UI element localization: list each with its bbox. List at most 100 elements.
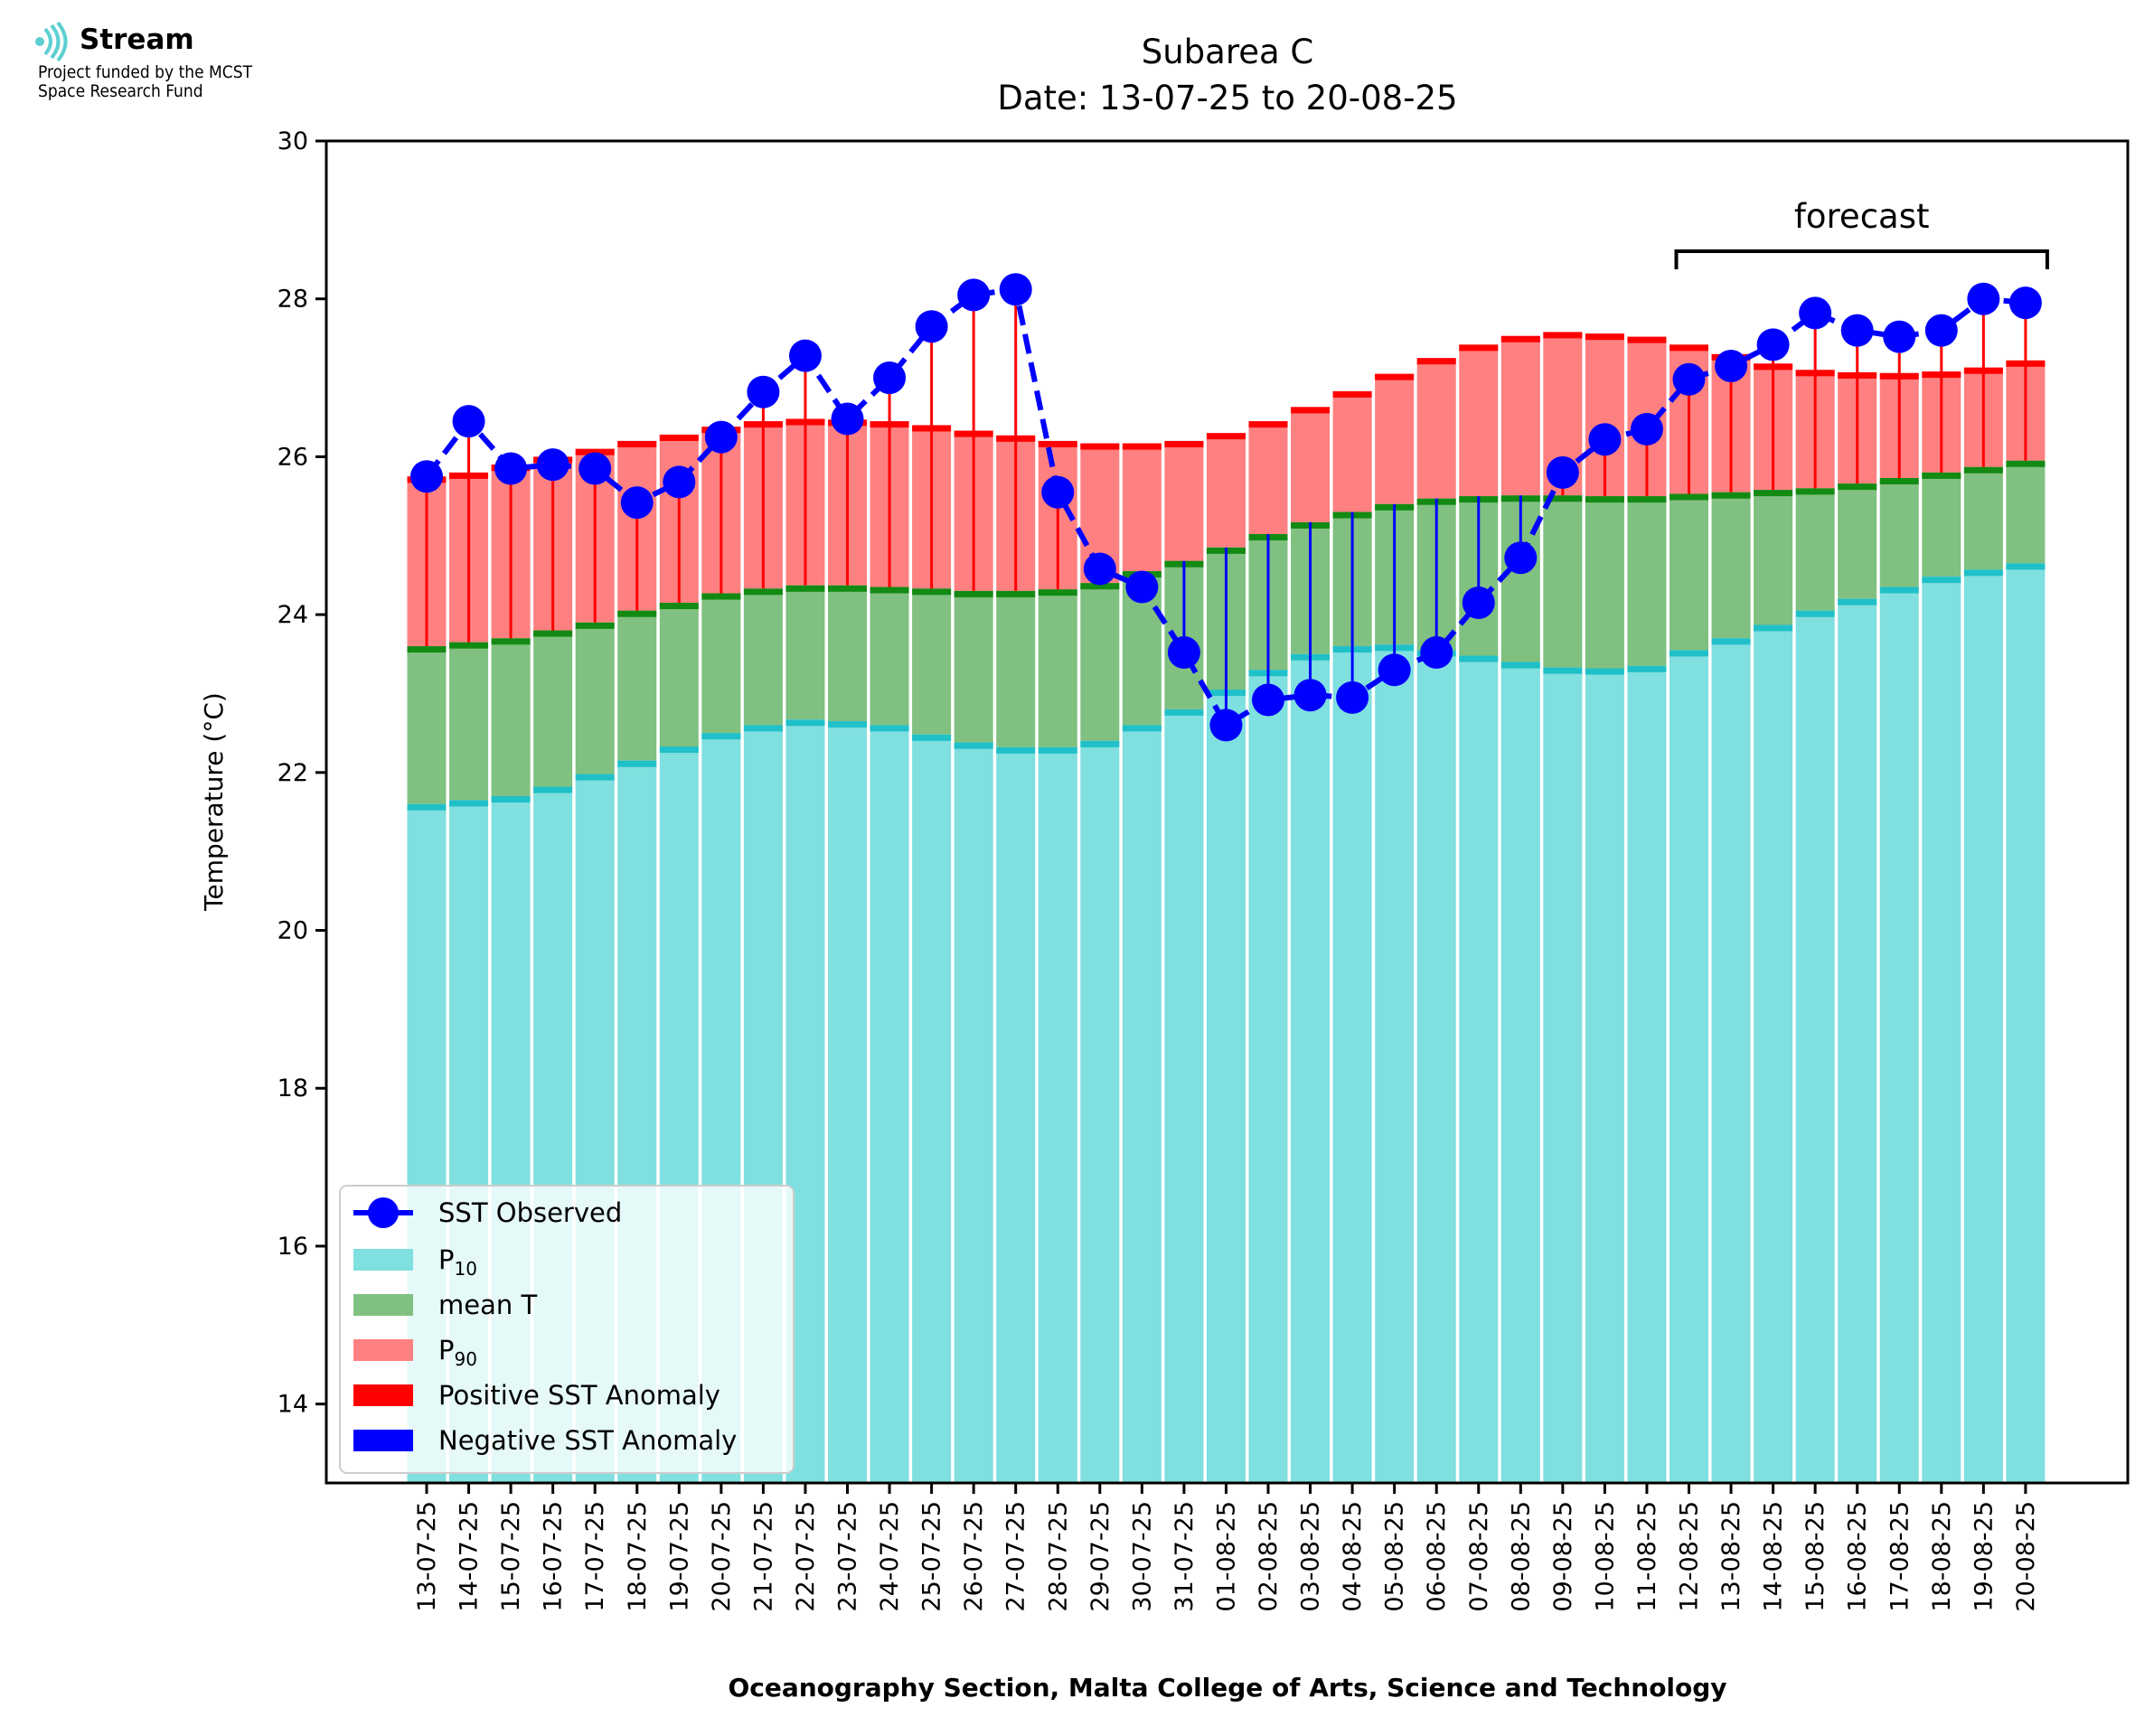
p90-bar — [1164, 440, 1204, 561]
p10-bar — [870, 725, 909, 1483]
observed-point — [704, 420, 738, 454]
p90-bar-edge — [1627, 336, 1667, 343]
p10-bar-edge — [701, 733, 741, 740]
mean-bar — [533, 630, 573, 787]
x-tick-label: 06-08-25 — [1423, 1501, 1451, 1612]
logo-name: Stream — [80, 23, 194, 56]
x-tick-label: 05-08-25 — [1381, 1501, 1409, 1612]
p10-bar-edge — [996, 746, 1036, 754]
mean-bar — [1754, 490, 1793, 625]
x-tick-label: 13-07-25 — [413, 1501, 441, 1612]
p10-bar-edge — [617, 760, 657, 767]
mean-bar-edge — [701, 593, 741, 600]
logo-subtitle-line2: Space Research Fund — [38, 81, 203, 101]
mean-bar — [491, 638, 531, 797]
p90-bar-edge — [1206, 433, 1246, 440]
legend-p90-swatch — [353, 1339, 413, 1361]
y-tick-label: 26 — [277, 443, 308, 471]
mean-bar — [785, 585, 825, 720]
legend-mean-label: mean T — [438, 1290, 537, 1320]
p10-bar — [1795, 610, 1835, 1483]
mean-bar — [1963, 466, 2003, 570]
mean-bar — [701, 593, 741, 734]
observed-point — [1588, 423, 1622, 456]
x-tick-label: 15-08-25 — [1801, 1501, 1829, 1612]
p10-bar-edge — [491, 796, 531, 803]
mean-bar-edge — [1922, 472, 1961, 479]
mean-bar-edge — [1879, 477, 1919, 484]
p10-bar — [1416, 650, 1456, 1483]
p10-bar-edge — [1459, 655, 1499, 662]
x-tick-label: 31-07-25 — [1171, 1501, 1199, 1612]
p10-bar-edge — [1080, 740, 1120, 747]
observed-point — [1167, 636, 1200, 670]
mean-bar-edge — [1585, 496, 1624, 503]
y-axis-label: Temperature (°C) — [199, 692, 229, 912]
p10-bar — [1459, 655, 1499, 1483]
p10-bar — [954, 742, 993, 1483]
axes-layer: 14 16 18 20 22 24 26 28 30 13-07-25 14-07-25 15-07-… — [277, 127, 2130, 1612]
p10-bar-edge — [1922, 577, 1961, 584]
mean-bar — [1627, 496, 1667, 666]
mean-bar-edge — [1670, 493, 1708, 501]
p10-bar-edge — [1670, 650, 1708, 657]
mean-bar — [1543, 495, 1583, 668]
p10-bar-edge — [828, 721, 867, 728]
mean-bar-edge — [828, 585, 867, 592]
mean-bar — [617, 610, 657, 761]
x-tick-label: 19-07-25 — [665, 1501, 693, 1612]
mean-bar — [828, 585, 867, 722]
p10-bar-edge — [1795, 610, 1835, 617]
observed-point — [578, 452, 612, 485]
y-tick-label: 28 — [277, 286, 308, 314]
p10-bar — [1670, 650, 1708, 1483]
mean-bar-edge — [912, 588, 952, 596]
x-tick-label: 24-07-25 — [876, 1501, 904, 1612]
p10-bar-edge — [1164, 708, 1204, 716]
p10-bar — [1500, 662, 1540, 1483]
mean-bar — [575, 622, 615, 774]
mean-bar-edge — [617, 610, 657, 617]
observed-point — [1630, 412, 1663, 446]
mean-bar — [743, 588, 783, 726]
x-tick-label: 28-07-25 — [1044, 1501, 1072, 1612]
legend-box — [339, 1185, 795, 1474]
mean-bar-edge — [743, 588, 783, 596]
observed-point — [536, 448, 569, 482]
p90-bar-edge — [617, 440, 657, 447]
observed-point — [747, 375, 780, 408]
x-tick-label: 25-07-25 — [918, 1501, 946, 1612]
x-tick-label: 20-07-25 — [708, 1501, 736, 1612]
y-tick-label: 30 — [277, 127, 308, 155]
observed-layer — [410, 273, 2042, 742]
p90-bar — [1248, 421, 1288, 535]
legend-observed-label: SST Observed — [438, 1197, 622, 1228]
mean-bar-edge — [996, 590, 1036, 597]
mean-bar — [659, 603, 699, 746]
observed-point — [873, 361, 907, 395]
y-tick-label: 22 — [277, 759, 308, 787]
observed-point — [1799, 296, 1832, 330]
p90-bar-edge — [1670, 344, 1708, 352]
p90-bar — [1332, 390, 1372, 512]
stream-wave-icon — [35, 21, 68, 62]
p90-bar-edge — [1500, 335, 1540, 343]
p10-bar — [996, 746, 1036, 1483]
stream-logo: Stream Project funded by the MCST Space … — [34, 21, 252, 101]
x-tick-label: 12-08-25 — [1676, 1501, 1704, 1612]
legend-mean-swatch — [353, 1294, 413, 1316]
observed-point — [1083, 552, 1116, 586]
p10-bar-edge — [1838, 598, 1877, 605]
mean-bar — [996, 590, 1036, 747]
p10-bar — [2006, 563, 2046, 1483]
observed-point — [831, 402, 864, 436]
x-tick-label: 10-08-25 — [1591, 1501, 1619, 1612]
p10-bar-edge — [785, 719, 825, 727]
y-tick-label: 24 — [277, 601, 308, 629]
observed-point — [494, 452, 528, 485]
mean-bar-edge — [2006, 460, 2046, 467]
observed-point — [1252, 683, 1284, 717]
x-tick-label: 16-08-25 — [1844, 1501, 1872, 1612]
mean-bar-edge — [449, 642, 489, 649]
